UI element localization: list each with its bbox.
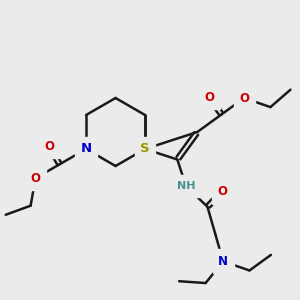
Text: O: O [44,140,54,152]
Text: O: O [217,185,227,198]
Text: NH: NH [177,181,195,191]
Text: O: O [31,172,40,185]
Text: O: O [239,92,249,104]
Text: S: S [140,142,150,155]
Text: O: O [204,91,214,104]
Text: N: N [218,255,228,268]
Text: N: N [80,142,92,155]
